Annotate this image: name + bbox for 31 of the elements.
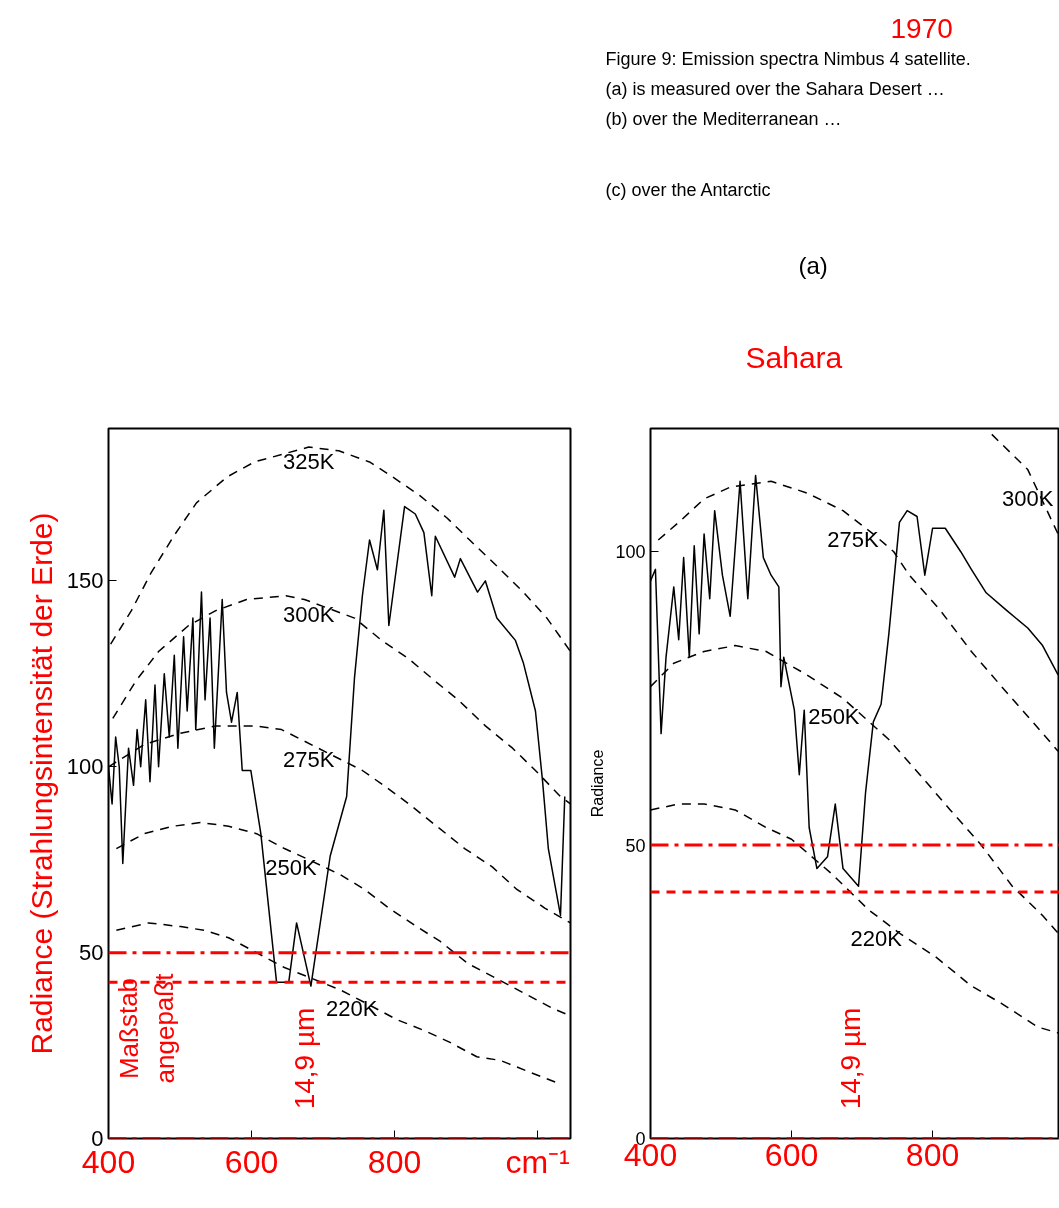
x-tick-label: 800 [367, 1143, 422, 1180]
x-tick-label: 800 [905, 1136, 960, 1173]
x-tick-label: cm⁻¹ [505, 1143, 570, 1180]
series-label: 300K [283, 601, 335, 627]
text: 1970 [890, 12, 953, 44]
caption: Figure 9: Emission spectra Nimbus 4 satellite. [605, 48, 971, 69]
x-tick-label: 600 [764, 1136, 819, 1173]
series-label: 300K [1002, 486, 1054, 512]
y-tick-label: 50 [625, 835, 646, 856]
series-label: 275K [827, 527, 879, 553]
series-label: 220K [325, 995, 378, 1021]
y-axis-title: Radiance (Strahlungsintensität der Erde) [24, 512, 58, 1055]
series-label: 250K [808, 703, 860, 729]
y-axis-title: Radiance [589, 749, 607, 818]
text: Sahara [745, 340, 843, 374]
text: (b) over the Mediterranean … [605, 108, 842, 129]
annotation: 14,9 µm [835, 1007, 866, 1110]
y-tick-label: 100 [66, 754, 104, 780]
series-label: 325K [283, 449, 335, 475]
annotation: Maßstab angepaßt [113, 972, 180, 1084]
series-label: 250K [265, 854, 317, 880]
series-label: 220K [850, 926, 903, 952]
annotation: 14,9 µm [289, 1007, 320, 1110]
y-tick-label: 50 [79, 940, 104, 966]
text: (a) is measured over the Sahara Desert … [605, 78, 945, 99]
y-tick-label: 150 [66, 568, 104, 594]
text: (a) [798, 251, 828, 279]
text: (c) over the Antarctic [605, 179, 771, 200]
series-label: 275K [283, 746, 335, 772]
y-tick-label: 100 [615, 542, 646, 563]
x-tick-label: 600 [224, 1143, 279, 1180]
